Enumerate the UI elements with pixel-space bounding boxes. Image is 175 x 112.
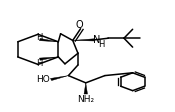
Polygon shape (73, 39, 94, 42)
Text: H: H (36, 32, 42, 41)
Polygon shape (39, 57, 58, 61)
Text: H: H (36, 58, 42, 67)
Text: O: O (75, 20, 83, 30)
Polygon shape (39, 39, 58, 42)
Text: N: N (93, 34, 100, 44)
Text: H: H (98, 39, 105, 48)
Polygon shape (50, 76, 68, 81)
Text: HO: HO (36, 75, 50, 84)
Text: NH₂: NH₂ (77, 94, 94, 103)
Polygon shape (84, 83, 88, 94)
